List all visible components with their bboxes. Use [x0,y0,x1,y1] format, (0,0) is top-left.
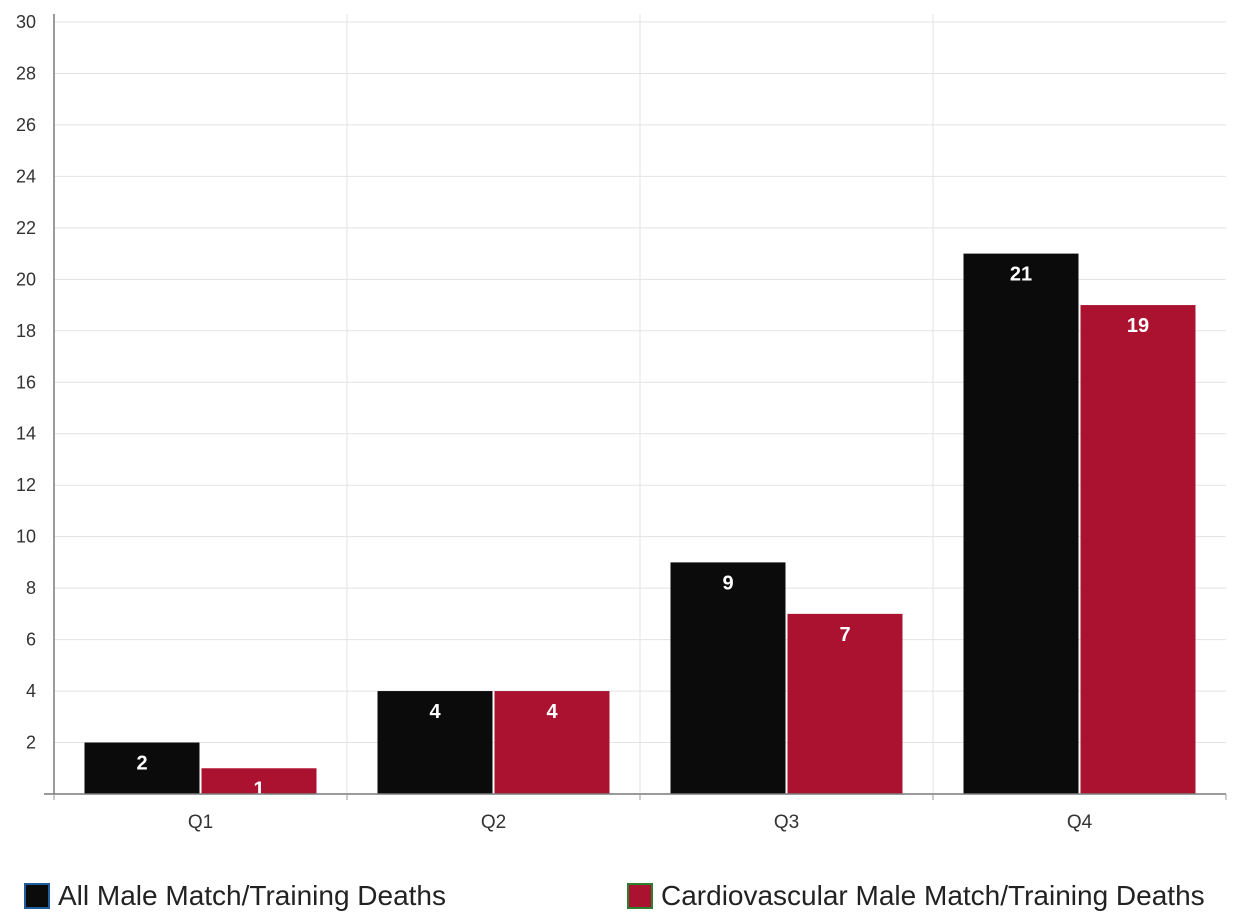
y-tick-label: 16 [16,372,36,392]
y-tick-label: 18 [16,321,36,341]
data-label-q1-series-1: 2 [136,753,147,775]
x-tick-label-q4: Q4 [1067,812,1093,833]
legend-swatch-all-male [24,883,50,909]
y-tick-label: 14 [16,424,36,444]
bar-q2-series-1 [377,691,493,794]
y-tick-label: 28 [16,63,36,83]
data-label-q2-series-2: 4 [546,701,558,723]
x-tick-label-q3: Q3 [774,812,799,833]
y-tick-label: 12 [16,475,36,495]
legend-swatch-cardiovascular-male [627,883,653,909]
data-label-q2-series-1: 4 [429,701,441,723]
bar-q1-series-1 [84,742,200,794]
legend-item-all-male: All Male Match/Training Deaths [24,880,446,912]
data-label-q3-series-1: 9 [722,572,733,594]
bar-q3-series-2 [787,613,903,794]
bar-q3-series-1 [670,562,786,794]
y-tick-label: 4 [26,681,36,701]
y-tick-label: 8 [26,578,36,598]
y-tick-label: 22 [16,218,36,238]
data-label-q4-series-1: 21 [1010,264,1032,286]
y-tick-label: 26 [16,115,36,135]
data-label-q3-series-2: 7 [839,624,850,646]
x-tick-label-q2: Q2 [481,812,506,833]
x-tick-label-q1: Q1 [188,812,213,833]
bar-q1-series-2 [201,768,317,794]
y-tick-label: 10 [16,527,36,547]
data-label-q4-series-2: 19 [1127,315,1149,337]
bar-q4-series-1 [963,253,1079,795]
y-tick-label: 20 [16,269,36,289]
y-tick-label: 30 [16,12,36,32]
legend-item-cardiovascular-male: Cardiovascular Male Match/Training Death… [627,880,1205,912]
y-tick-label: 6 [26,630,36,650]
legend-label-all-male: All Male Match/Training Deaths [58,880,447,911]
y-tick-label: 24 [16,166,36,186]
y-tick-label: 2 [26,733,36,753]
bar-q2-series-2 [494,691,610,794]
data-label-q1-series-2: 1 [253,778,264,800]
bar-q4-series-2 [1080,305,1196,794]
legend-label-cardiovascular-male: Cardiovascular Male Match/Training Death… [661,880,1205,911]
